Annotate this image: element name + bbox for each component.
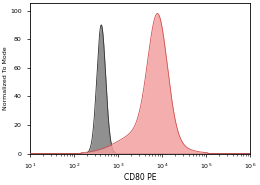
Y-axis label: Normalized To Mode: Normalized To Mode <box>3 47 9 110</box>
X-axis label: CD80 PE: CD80 PE <box>124 173 156 181</box>
